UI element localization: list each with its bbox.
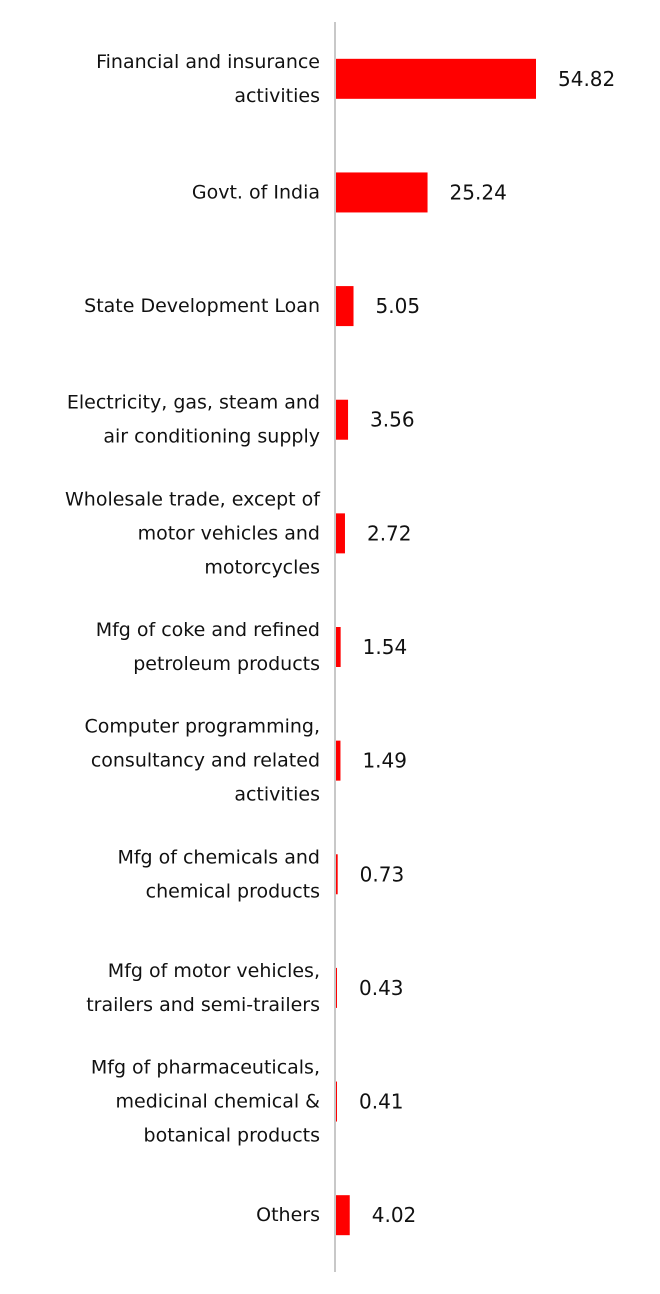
data-label: 54.82 <box>558 67 615 91</box>
category-label-line: Wholesale trade, except of <box>65 488 321 510</box>
bar <box>335 627 341 667</box>
bar <box>335 399 349 440</box>
category-label: Others <box>256 1204 320 1226</box>
category-label-line: motor vehicles and <box>138 522 320 544</box>
category-label-line: activities <box>234 784 320 806</box>
bar <box>335 854 338 895</box>
data-label: 25.24 <box>450 180 507 204</box>
category-label-line: Financial and insurance <box>96 51 320 73</box>
category-label-line: Electricity, gas, steam and <box>67 392 320 414</box>
category-label-line: Others <box>256 1204 320 1226</box>
bar <box>335 740 341 781</box>
category-label-line: Govt. of India <box>192 181 320 203</box>
value-labels: 54.82 25.24 5.05 3.56 2.72 1.54 1.49 0.73 0.43 0.… <box>359 67 615 1227</box>
category-label: Electricity, gas, steam and air condition… <box>67 392 320 448</box>
data-label: 3.56 <box>370 408 415 432</box>
category-label-line: motorcycles <box>204 556 320 578</box>
category-label-line: Mfg of pharmaceuticals, <box>91 1057 320 1079</box>
category-label: Mfg of chemicals and chemical products <box>117 846 320 902</box>
data-label: 0.41 <box>359 1090 404 1114</box>
category-label: Govt. of India <box>192 181 320 203</box>
data-label: 1.49 <box>362 749 407 773</box>
category-label-line: State Development Loan <box>84 295 320 317</box>
bar <box>335 172 428 213</box>
category-label-line: botanical products <box>144 1125 320 1147</box>
category-label-line: medicinal chemical & <box>116 1091 321 1113</box>
category-label-line: petroleum products <box>133 653 320 675</box>
category-label: Mfg of coke and refined petroleum product… <box>96 619 320 675</box>
data-label: 1.54 <box>363 635 408 659</box>
data-label: 5.05 <box>376 294 421 318</box>
category-label: Computer programming, consultancy and rel… <box>84 716 320 806</box>
data-label: 0.73 <box>360 862 405 886</box>
category-label: State Development Loan <box>84 295 320 317</box>
data-label: 0.43 <box>359 976 404 1000</box>
category-label-line: air conditioning supply <box>103 426 320 448</box>
bar <box>335 1195 350 1236</box>
category-label-line: Computer programming, <box>84 716 320 738</box>
category-labels: Financial and insurance activities Govt. o… <box>65 51 321 1226</box>
bar <box>335 58 537 99</box>
category-label-line: consultancy and related <box>91 750 320 772</box>
data-label: 4.02 <box>372 1203 417 1227</box>
category-label-line: Mfg of motor vehicles, <box>108 960 320 982</box>
category-label-line: Mfg of coke and refined <box>96 619 320 641</box>
category-label: Financial and insurance activities <box>96 51 320 107</box>
category-label: Mfg of motor vehicles, trailers and semi-… <box>86 960 320 1016</box>
category-label-line: Mfg of chemicals and <box>117 846 320 868</box>
data-label: 2.72 <box>367 521 412 545</box>
category-label-line: chemical products <box>146 880 320 902</box>
category-label: Wholesale trade, except of motor vehicles… <box>65 488 321 578</box>
category-label-line: trailers and semi-trailers <box>86 994 320 1016</box>
bar <box>335 286 354 327</box>
category-label: Mfg of pharmaceuticals, medicinal chemica… <box>91 1057 320 1147</box>
bar <box>335 513 345 554</box>
category-label-line: activities <box>234 85 320 107</box>
